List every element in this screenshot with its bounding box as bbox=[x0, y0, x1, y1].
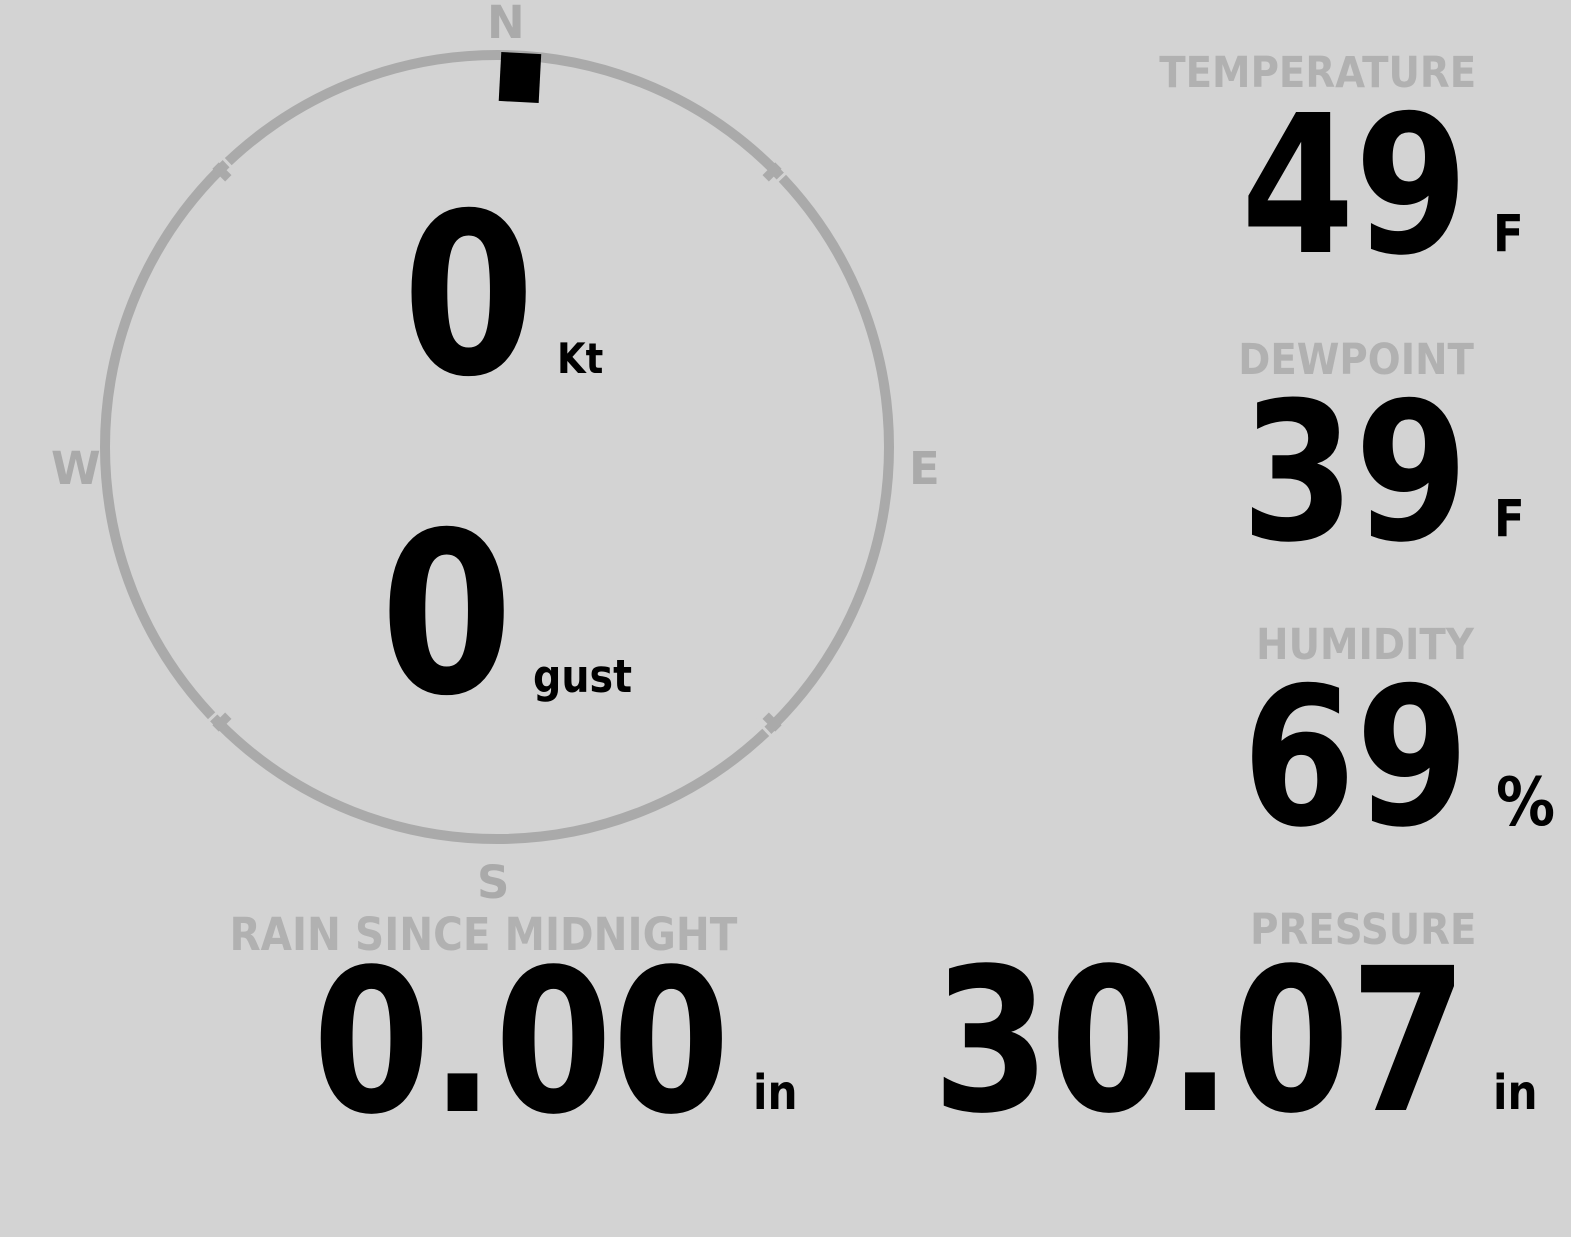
wind-speed-value: 0 bbox=[402, 165, 535, 426]
dewpoint-label: DEWPOINT bbox=[1238, 335, 1474, 385]
temperature-label: TEMPERATURE bbox=[1159, 48, 1476, 98]
temperature-value: 49 bbox=[1240, 75, 1468, 298]
humidity-unit: % bbox=[1496, 763, 1556, 841]
temperature-unit: F bbox=[1493, 205, 1524, 264]
compass-notch-gap-se bbox=[753, 717, 777, 742]
pressure-unit: in bbox=[1493, 1065, 1538, 1121]
dewpoint-value: 39 bbox=[1240, 362, 1468, 585]
compass-north-label: N bbox=[487, 0, 525, 49]
rain-since-midnight-unit: in bbox=[753, 1065, 798, 1121]
wind-gust-value: 0 bbox=[380, 484, 513, 745]
wind-compass-dial bbox=[100, 50, 894, 844]
compass-south-label: S bbox=[477, 856, 510, 909]
compass-notch-gap-ne bbox=[767, 167, 792, 191]
compass-tick-nw bbox=[212, 162, 232, 182]
compass-west-label: W bbox=[51, 442, 101, 495]
wind-gust-unit: gust bbox=[533, 650, 633, 703]
humidity-label: HUMIDITY bbox=[1256, 620, 1474, 670]
wind-speed-unit: Kt bbox=[557, 334, 604, 383]
humidity-value: 69 bbox=[1241, 647, 1469, 870]
dewpoint-unit: F bbox=[1494, 490, 1525, 549]
compass-tick-ne bbox=[762, 162, 782, 182]
compass-ring bbox=[100, 50, 894, 844]
compass-east-label: E bbox=[909, 442, 940, 495]
rain-since-midnight-value: 0.00 bbox=[312, 926, 730, 1158]
rain-since-midnight-label: RAIN SINCE MIDNIGHT bbox=[229, 908, 737, 961]
compass-tick-se bbox=[762, 712, 782, 732]
wind-direction-indicator bbox=[498, 51, 542, 104]
compass-notch-gap-nw bbox=[217, 152, 241, 177]
pressure-value: 30.07 bbox=[931, 925, 1467, 1157]
compass-notch-gap-sw bbox=[202, 703, 227, 727]
pressure-label: PRESSURE bbox=[1249, 905, 1476, 955]
compass-tick-sw bbox=[212, 712, 232, 732]
